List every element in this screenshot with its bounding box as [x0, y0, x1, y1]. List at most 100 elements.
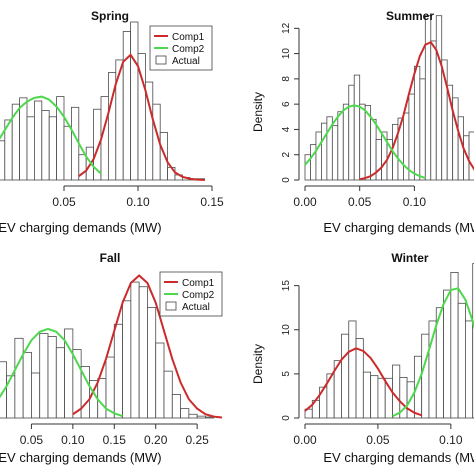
- x-tick-label: 0.05: [366, 433, 390, 447]
- x-axis-label: EV charging demands (MW): [0, 450, 162, 465]
- histogram-bar: [196, 415, 206, 419]
- legend-label-comp1: Comp1: [182, 278, 215, 289]
- histogram-bar: [138, 286, 148, 419]
- y-axis-label: Density: [251, 344, 265, 384]
- histogram-bar: [63, 125, 72, 181]
- histogram-bar: [122, 31, 131, 181]
- histogram-bar: [130, 21, 139, 181]
- y-tick-label: 0: [281, 415, 292, 421]
- histogram-bar: [321, 122, 328, 181]
- curve-comp2: [392, 287, 474, 418]
- histogram-bar: [457, 302, 466, 419]
- histogram-bar: [315, 131, 322, 181]
- legend-swatch-actual: [155, 55, 167, 65]
- x-tick-label: 0.05: [348, 195, 372, 209]
- x-tick-label: 0.05: [52, 195, 76, 209]
- histogram-bar: [337, 111, 344, 181]
- x-axis-label: EV charging demands (MW): [0, 220, 162, 235]
- legend-swatch-actual: [165, 301, 177, 311]
- histogram-bar: [359, 103, 366, 181]
- histogram-bar: [342, 103, 350, 181]
- y-tick-label: 0: [281, 177, 292, 183]
- x-tick-label: 0.20: [144, 433, 168, 447]
- histogram-bar: [424, 15, 432, 181]
- legend-label-comp2: Comp2: [182, 290, 215, 301]
- x-axis-label: EV charging demands (MW): [323, 450, 474, 465]
- x-tick-label: 0.25: [185, 433, 209, 447]
- histogram-bar: [71, 106, 80, 181]
- histogram-bar: [39, 333, 49, 419]
- histogram-bar: [408, 93, 415, 181]
- histogram-bar: [435, 15, 443, 181]
- panel-title: Spring: [91, 9, 129, 23]
- histogram-bar: [331, 125, 339, 181]
- histogram-bar: [465, 320, 474, 419]
- histogram-bar: [413, 65, 421, 181]
- histogram-bar: [122, 300, 132, 419]
- histogram-bar: [72, 349, 82, 419]
- histogram-bar: [159, 132, 168, 181]
- x-axis-label: EV charging demands (MW): [323, 220, 474, 235]
- y-tick-label: 6: [281, 101, 292, 107]
- y-axis-label: Density: [251, 92, 265, 132]
- y-tick-label: 10: [281, 48, 292, 60]
- histogram-bar: [0, 140, 6, 181]
- x-tick-label: 0.15: [200, 195, 224, 209]
- histogram-bar: [375, 139, 382, 181]
- legend-label-actual: Actual: [172, 56, 200, 67]
- curve-comp2: [304, 104, 426, 180]
- histogram-bar: [14, 337, 24, 419]
- histogram-bar: [421, 333, 430, 419]
- histogram-bar: [443, 289, 452, 419]
- histogram-bar: [472, 263, 474, 419]
- histogram-bar: [113, 323, 123, 419]
- histogram-bar: [147, 306, 157, 419]
- x-tick-label: 0.15: [103, 433, 127, 447]
- x-tick-label: 0.05: [20, 433, 44, 447]
- histogram-bar: [48, 116, 58, 181]
- curve-comp1: [304, 347, 423, 417]
- curve-comp1: [359, 40, 474, 181]
- y-tick-label: 12: [281, 22, 292, 34]
- curve-comp2: [0, 95, 102, 175]
- panel-0: 0.05 0.10 0.15 Spring EV charging demands (M…: [0, 9, 224, 235]
- histogram-bar: [163, 370, 173, 419]
- histogram-bar: [97, 378, 107, 419]
- y-tick-label: 2: [281, 152, 292, 158]
- panel-3: 0.00 0.05 0.10 0 5 10 15 Winter EV charging dema…: [251, 251, 474, 465]
- histogram-bar: [430, 40, 437, 181]
- histogram-bar: [370, 118, 377, 181]
- histogram-bar: [392, 364, 401, 419]
- y-tick-label: 8: [281, 76, 292, 82]
- histogram-bar: [348, 320, 357, 419]
- legend-label-comp1: Comp1: [172, 32, 205, 43]
- histogram-bar: [419, 78, 426, 181]
- histogram-bar: [19, 97, 28, 181]
- panel-title: Winter: [391, 251, 429, 265]
- panel-title: Summer: [386, 9, 434, 23]
- histogram-bar: [362, 371, 372, 419]
- panel-1: 0.00 0.05 0.10 0 2 4 6 8 10 12 Summer EV charging d…: [251, 9, 474, 235]
- histogram-bar: [353, 74, 361, 181]
- histogram-bar: [34, 100, 43, 181]
- histogram-bar: [155, 342, 165, 419]
- histogram-bar: [130, 281, 140, 419]
- y-tick-label: 10: [281, 324, 292, 336]
- histogram-bar: [310, 144, 317, 181]
- curve-comp1: [78, 53, 205, 181]
- x-tick-label: 0.00: [293, 195, 317, 209]
- histogram-bar: [41, 110, 50, 181]
- y-tick-label: 5: [281, 371, 292, 377]
- x-tick-label: 0.10: [403, 195, 427, 209]
- x-tick-label: 0.10: [61, 433, 85, 447]
- histogram-bar: [26, 116, 35, 181]
- histogram-bar: [55, 347, 65, 419]
- curve-comp2: [0, 327, 123, 418]
- panel-title: Fall: [100, 251, 121, 265]
- x-tick-label: 0.10: [439, 433, 463, 447]
- histogram-bar: [468, 131, 474, 181]
- y-tick-label: 4: [281, 126, 292, 132]
- x-tick-label: 0.00: [293, 433, 317, 447]
- histogram-bar: [188, 413, 198, 419]
